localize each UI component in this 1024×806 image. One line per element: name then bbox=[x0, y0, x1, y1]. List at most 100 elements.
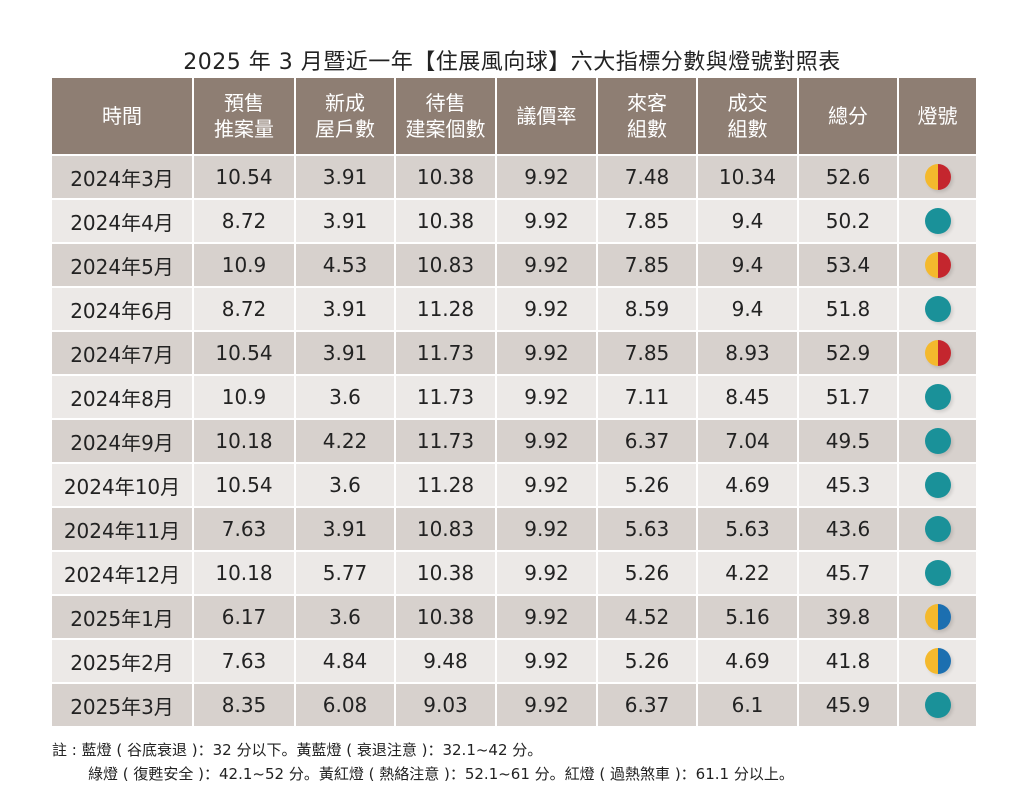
score-cell: 4.22 bbox=[696, 550, 799, 596]
column-header: 待售 建案個數 bbox=[394, 78, 497, 156]
score-cell: 9.92 bbox=[495, 154, 598, 200]
score-cell: 3.91 bbox=[294, 506, 396, 552]
column-header: 議價率 bbox=[495, 78, 598, 156]
score-cell: 10.38 bbox=[394, 154, 497, 200]
score-cell: 9.92 bbox=[495, 594, 598, 640]
month-cell: 2024年10月 bbox=[52, 462, 194, 508]
page-title: 2025 年 3 月暨近一年【住展風向球】六大指標分數與燈號對照表 bbox=[183, 50, 841, 75]
score-cell: 11.73 bbox=[394, 374, 497, 420]
score-cell: 9.92 bbox=[495, 462, 598, 508]
score-cell: 4.52 bbox=[596, 594, 698, 640]
score-cell: 5.16 bbox=[696, 594, 799, 640]
score-cell: 9.92 bbox=[495, 330, 598, 376]
light-cell bbox=[897, 330, 976, 376]
score-cell: 50.2 bbox=[797, 198, 899, 244]
table-row: 2024年3月 10.54 3.91 10.38 9.92 7.48 10.34 52.6 bbox=[52, 154, 976, 200]
score-cell: 6.37 bbox=[596, 418, 698, 464]
score-cell: 4.69 bbox=[696, 638, 799, 684]
score-cell: 5.77 bbox=[294, 550, 396, 596]
column-header: 預售 推案量 bbox=[192, 78, 296, 156]
green-light-icon bbox=[924, 516, 951, 543]
score-cell: 10.38 bbox=[394, 594, 497, 640]
score-cell: 4.53 bbox=[294, 242, 396, 288]
yellow-blue-light-icon bbox=[924, 604, 951, 631]
score-cell: 10.18 bbox=[192, 418, 296, 464]
column-header: 時間 bbox=[52, 78, 194, 156]
score-cell: 9.92 bbox=[495, 286, 598, 332]
light-cell bbox=[897, 242, 976, 288]
light-cell bbox=[897, 286, 976, 332]
month-cell: 2025年3月 bbox=[52, 682, 194, 728]
table-row: 2025年3月 8.35 6.08 9.03 9.92 6.37 6.1 45.9 bbox=[52, 682, 976, 728]
score-cell: 9.03 bbox=[394, 682, 497, 728]
green-light-icon bbox=[924, 560, 951, 587]
score-cell: 9.92 bbox=[495, 638, 598, 684]
score-cell: 9.92 bbox=[495, 242, 598, 288]
table-row: 2024年4月 8.72 3.91 10.38 9.92 7.85 9.4 50.2 bbox=[52, 198, 976, 244]
score-cell: 10.83 bbox=[394, 506, 497, 552]
light-cell bbox=[897, 550, 976, 596]
yellow-red-light-icon bbox=[924, 252, 951, 279]
green-light-icon bbox=[924, 472, 951, 499]
score-cell: 52.6 bbox=[797, 154, 899, 200]
score-cell: 8.72 bbox=[192, 286, 296, 332]
table-row: 2024年8月 10.9 3.6 11.73 9.92 7.11 8.45 51.7 bbox=[52, 374, 976, 420]
score-cell: 3.6 bbox=[294, 594, 396, 640]
yellow-red-light-icon bbox=[924, 164, 951, 191]
score-cell: 3.91 bbox=[294, 330, 396, 376]
score-cell: 10.9 bbox=[192, 242, 296, 288]
month-cell: 2024年9月 bbox=[52, 418, 194, 464]
score-cell: 9.92 bbox=[495, 506, 598, 552]
light-cell bbox=[897, 418, 976, 464]
green-light-icon bbox=[924, 208, 951, 235]
score-cell: 10.34 bbox=[696, 154, 799, 200]
indicator-table: 時間 預售 推案量 新成 屋戶數 待售 建案個數 議價率 來客 組數 成交 組數 總分 燈號 2… bbox=[52, 78, 976, 728]
score-cell: 53.4 bbox=[797, 242, 899, 288]
score-cell: 49.5 bbox=[797, 418, 899, 464]
green-light-icon bbox=[924, 692, 951, 719]
score-cell: 10.18 bbox=[192, 550, 296, 596]
score-cell: 9.92 bbox=[495, 374, 598, 420]
score-cell: 9.4 bbox=[696, 242, 799, 288]
score-cell: 8.59 bbox=[596, 286, 698, 332]
legend-notes: 註 : 藍燈 ( 谷底衰退 )：32 分以下。黃藍燈 ( 衰退注意 )：32.1… bbox=[52, 738, 794, 786]
green-light-icon bbox=[924, 384, 951, 411]
month-cell: 2024年4月 bbox=[52, 198, 194, 244]
score-cell: 45.3 bbox=[797, 462, 899, 508]
score-cell: 5.63 bbox=[596, 506, 698, 552]
score-cell: 9.92 bbox=[495, 550, 598, 596]
column-header: 燈號 bbox=[897, 78, 976, 156]
score-cell: 51.8 bbox=[797, 286, 899, 332]
light-cell bbox=[897, 374, 976, 420]
table-row: 2024年7月 10.54 3.91 11.73 9.92 7.85 8.93 52.9 bbox=[52, 330, 976, 376]
score-cell: 10.9 bbox=[192, 374, 296, 420]
score-cell: 4.84 bbox=[294, 638, 396, 684]
table-row: 2024年6月 8.72 3.91 11.28 9.92 8.59 9.4 51.8 bbox=[52, 286, 976, 332]
score-cell: 3.91 bbox=[294, 154, 396, 200]
score-cell: 5.63 bbox=[696, 506, 799, 552]
score-cell: 3.6 bbox=[294, 374, 396, 420]
score-cell: 3.91 bbox=[294, 286, 396, 332]
month-cell: 2024年8月 bbox=[52, 374, 194, 420]
light-cell bbox=[897, 462, 976, 508]
score-cell: 6.08 bbox=[294, 682, 396, 728]
score-cell: 6.37 bbox=[596, 682, 698, 728]
light-cell bbox=[897, 198, 976, 244]
score-cell: 7.63 bbox=[192, 506, 296, 552]
table-row: 2025年2月 7.63 4.84 9.48 9.92 5.26 4.69 41.8 bbox=[52, 638, 976, 684]
score-cell: 9.4 bbox=[696, 198, 799, 244]
column-header: 總分 bbox=[797, 78, 899, 156]
score-cell: 8.93 bbox=[696, 330, 799, 376]
score-cell: 5.26 bbox=[596, 462, 698, 508]
score-cell: 10.54 bbox=[192, 330, 296, 376]
score-cell: 5.26 bbox=[596, 550, 698, 596]
score-cell: 9.4 bbox=[696, 286, 799, 332]
note-line: 註 : 藍燈 ( 谷底衰退 )：32 分以下。黃藍燈 ( 衰退注意 )：32.1… bbox=[52, 741, 543, 759]
score-cell: 7.11 bbox=[596, 374, 698, 420]
table-row: 2024年11月 7.63 3.91 10.83 9.92 5.63 5.63 43.6 bbox=[52, 506, 976, 552]
month-cell: 2024年6月 bbox=[52, 286, 194, 332]
light-cell bbox=[897, 682, 976, 728]
column-header: 新成 屋戶數 bbox=[294, 78, 396, 156]
light-cell bbox=[897, 154, 976, 200]
header-row: 時間 預售 推案量 新成 屋戶數 待售 建案個數 議價率 來客 組數 成交 組數 總分 燈號 bbox=[52, 78, 976, 156]
